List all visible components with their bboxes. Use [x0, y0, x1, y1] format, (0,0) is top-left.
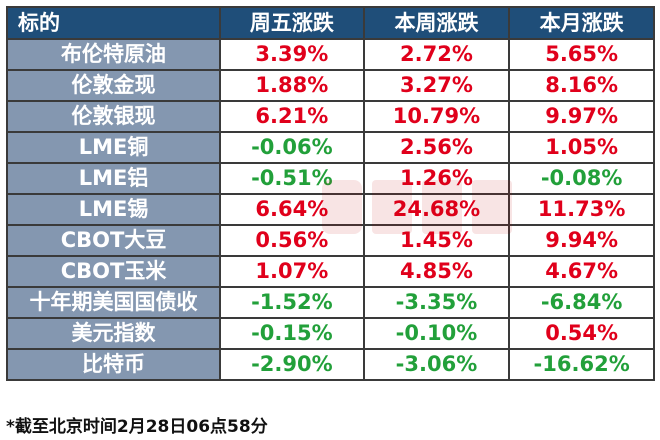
- row-name-cell: CBOT玉米: [5, 255, 222, 288]
- row-week-cell: 1.45%: [362, 224, 511, 257]
- row-week-cell: -3.06%: [362, 348, 511, 381]
- row-friday-cell: 3.39%: [219, 38, 365, 71]
- row-month-cell: 8.16%: [508, 69, 655, 102]
- row-week-cell: 4.85%: [362, 255, 511, 288]
- table-row: CBOT玉米 1.07% 4.85% 4.67%: [5, 255, 655, 288]
- row-friday-cell: 1.07%: [219, 255, 365, 288]
- row-friday-cell: 0.56%: [219, 224, 365, 257]
- row-week-cell: 2.56%: [362, 131, 511, 164]
- row-name-cell: CBOT大豆: [5, 224, 222, 257]
- row-month-cell: -6.84%: [508, 286, 655, 319]
- row-week-cell: 2.72%: [362, 38, 511, 71]
- row-week-cell: 24.68%: [362, 193, 511, 226]
- table-row: 比特币 -2.90% -3.06% -16.62%: [5, 348, 655, 381]
- row-month-cell: 9.94%: [508, 224, 655, 257]
- row-friday-cell: -1.52%: [219, 286, 365, 319]
- row-week-cell: 10.79%: [362, 100, 511, 133]
- row-friday-cell: 6.21%: [219, 100, 365, 133]
- table-row: LME铜 -0.06% 2.56% 1.05%: [5, 131, 655, 164]
- row-week-cell: -3.35%: [362, 286, 511, 319]
- row-name-cell: 十年期美国国债收: [5, 286, 222, 319]
- row-name-cell: LME铜: [5, 131, 222, 164]
- row-month-cell: -16.62%: [508, 348, 655, 381]
- row-friday-cell: -0.15%: [219, 317, 365, 350]
- table-row: CBOT大豆 0.56% 1.45% 9.94%: [5, 224, 655, 257]
- row-month-cell: 4.67%: [508, 255, 655, 288]
- footnote: *截至北京时间2月28日06点58分: [6, 417, 268, 437]
- row-month-cell: 9.97%: [508, 100, 655, 133]
- row-week-cell: 1.26%: [362, 162, 511, 195]
- row-friday-cell: -0.51%: [219, 162, 365, 195]
- table-row: LME铝 -0.51% 1.26% -0.08%: [5, 162, 655, 195]
- header-month: 本月涨跌: [508, 6, 655, 40]
- table-header-row: 标的 周五涨跌 本周涨跌 本月涨跌: [5, 6, 655, 40]
- row-month-cell: -0.08%: [508, 162, 655, 195]
- header-name: 标的: [5, 6, 222, 40]
- row-month-cell: 5.65%: [508, 38, 655, 71]
- row-name-cell: LME锡: [5, 193, 222, 226]
- table-row: 十年期美国国债收 -1.52% -3.35% -6.84%: [5, 286, 655, 319]
- table-row: 美元指数 -0.15% -0.10% 0.54%: [5, 317, 655, 350]
- header-week: 本周涨跌: [362, 6, 511, 40]
- row-name-cell: LME铝: [5, 162, 222, 195]
- row-week-cell: 3.27%: [362, 69, 511, 102]
- row-week-cell: -0.10%: [362, 317, 511, 350]
- row-name-cell: 布伦特原油: [5, 38, 222, 71]
- table-row: 伦敦银现 6.21% 10.79% 9.97%: [5, 100, 655, 133]
- row-friday-cell: 1.88%: [219, 69, 365, 102]
- row-name-cell: 美元指数: [5, 317, 222, 350]
- table-body: 布伦特原油 3.39% 2.72% 5.65% 伦敦金现 1.88% 3.27% 8.16% 伦…: [5, 38, 655, 381]
- row-month-cell: 0.54%: [508, 317, 655, 350]
- row-friday-cell: -0.06%: [219, 131, 365, 164]
- row-name-cell: 比特币: [5, 348, 222, 381]
- row-month-cell: 11.73%: [508, 193, 655, 226]
- market-change-table: 标的 周五涨跌 本周涨跌 本月涨跌 布伦特原油 3.39% 2.72% 5.65% 伦敦…: [5, 6, 655, 381]
- table-row: 布伦特原油 3.39% 2.72% 5.65%: [5, 38, 655, 71]
- row-month-cell: 1.05%: [508, 131, 655, 164]
- row-name-cell: 伦敦金现: [5, 69, 222, 102]
- row-name-cell: 伦敦银现: [5, 100, 222, 133]
- row-friday-cell: 6.64%: [219, 193, 365, 226]
- row-friday-cell: -2.90%: [219, 348, 365, 381]
- table-row: LME锡 6.64% 24.68% 11.73%: [5, 193, 655, 226]
- table-row: 伦敦金现 1.88% 3.27% 8.16%: [5, 69, 655, 102]
- header-friday: 周五涨跌: [219, 6, 365, 40]
